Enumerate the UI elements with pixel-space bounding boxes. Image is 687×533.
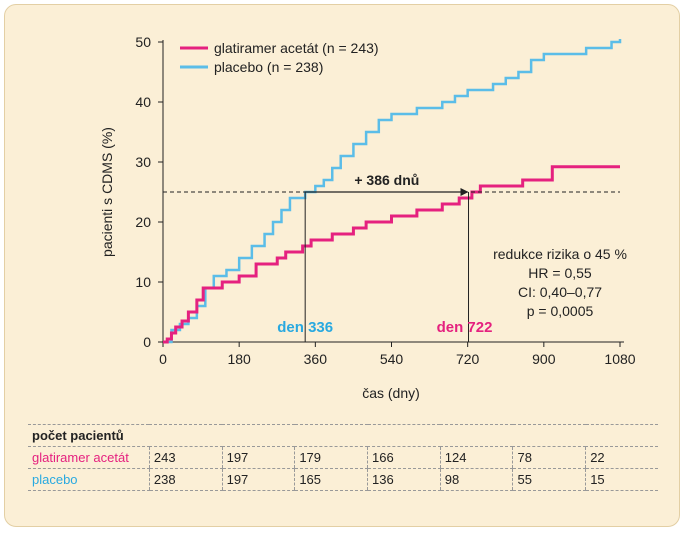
cell: 197 <box>221 468 295 491</box>
y-tick-label: 50 <box>135 34 151 50</box>
y-tick-label: 30 <box>135 154 151 170</box>
x-tick-label: 360 <box>304 351 328 367</box>
x-tick-label: 720 <box>456 351 480 367</box>
risk-reduction-line: redukce rizika o 45 % <box>493 246 627 262</box>
y-tick-label: 40 <box>135 94 151 110</box>
legend-label: placebo (n = 238) <box>214 59 323 75</box>
x-tick-label: 180 <box>227 351 251 367</box>
cell: 78 <box>512 446 586 469</box>
cell: 15 <box>585 468 658 491</box>
legend-label: glatiramer acetát (n = 243) <box>214 40 379 56</box>
cell: 243 <box>148 446 223 469</box>
cell: 197 <box>221 446 295 469</box>
cell: 165 <box>294 468 368 491</box>
y-tick-label: 0 <box>143 334 151 350</box>
cell: 238 <box>148 468 223 491</box>
cell: 166 <box>367 446 441 469</box>
y-tick-label: 20 <box>135 214 151 230</box>
gap-label: + 386 dnů <box>354 172 419 188</box>
cell: 22 <box>585 446 658 469</box>
glatiramer-curve <box>163 165 620 344</box>
x-axis-label: čas (dny) <box>362 385 420 401</box>
y-tick-label: 10 <box>135 274 151 290</box>
hazard-ratio: HR = 0,55 <box>528 265 592 281</box>
cell: 179 <box>294 446 368 469</box>
row-label-ga: glatiramer acetát <box>28 446 150 469</box>
placebo-curve <box>163 39 622 344</box>
risk-table-title: počet pacientů <box>28 424 658 447</box>
p-value: p = 0,0005 <box>526 303 594 319</box>
table-row: placebo 238 197 165 136 98 55 15 <box>28 468 658 491</box>
y-axis-label: pacienti s CDMS (%) <box>99 127 115 257</box>
cell: 98 <box>439 468 513 491</box>
x-tick-label: 540 <box>380 351 404 367</box>
cell: 124 <box>439 446 513 469</box>
cell: 55 <box>512 468 586 491</box>
x-tick-label: 1080 <box>604 351 635 367</box>
km-chart: 0 180 360 540 720 900 1080 0 10 20 30 40 50 + 386 dn… <box>99 34 636 401</box>
x-tick-label: 0 <box>159 351 167 367</box>
ga-day-label: den 722 <box>437 319 493 336</box>
gap-arrowhead <box>460 188 469 196</box>
row-label-placebo: placebo <box>28 468 150 491</box>
cell: 136 <box>367 468 441 491</box>
x-tick-label: 900 <box>532 351 556 367</box>
confidence-interval: CI: 0,40–0,77 <box>517 284 603 300</box>
table-row: glatiramer acetát 243 197 179 166 124 78… <box>28 446 658 469</box>
risk-reduction-box: redukce rizika o 45 % HR = 0,55 CI: 0,40… <box>470 245 650 321</box>
placebo-day-label: den 336 <box>277 319 333 336</box>
patients-at-risk-table: počet pacientů glatiramer acetát 243 197… <box>28 424 658 491</box>
